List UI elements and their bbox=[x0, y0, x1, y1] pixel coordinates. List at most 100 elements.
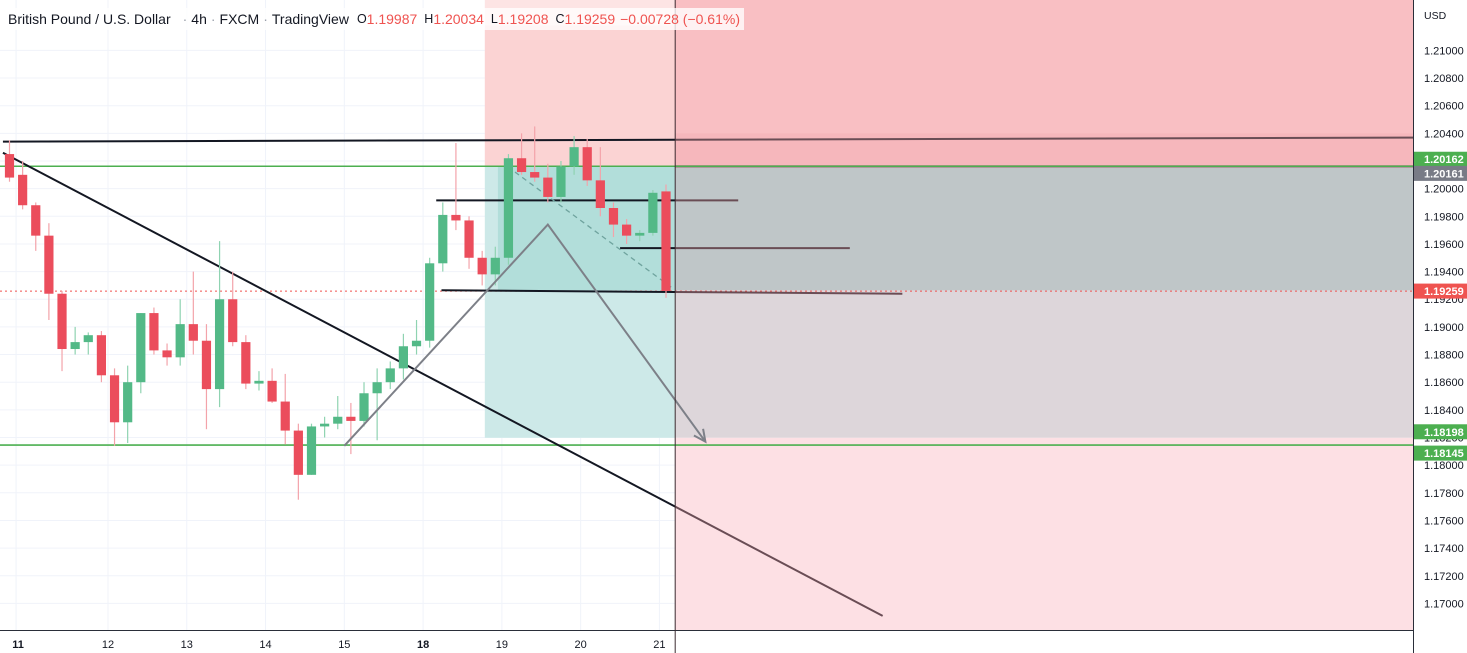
legend-change: −0.00728 (−0.61%) bbox=[620, 11, 740, 27]
candle-body bbox=[31, 205, 41, 236]
price-tick-label: 1.18400 bbox=[1424, 405, 1464, 417]
candle bbox=[31, 202, 41, 251]
price-tick-label: 1.19600 bbox=[1424, 239, 1464, 251]
candle bbox=[543, 163, 553, 203]
candle-body bbox=[123, 382, 133, 423]
candle bbox=[385, 361, 395, 390]
label-1-18198[interactable]: 1.18198 bbox=[1414, 424, 1467, 440]
candle-body bbox=[438, 214, 448, 264]
candle-body bbox=[503, 158, 514, 258]
price-tick-label: 1.17600 bbox=[1424, 515, 1464, 527]
time-tick-label: 21 bbox=[653, 639, 665, 651]
candle bbox=[595, 147, 605, 217]
drawings[interactable] bbox=[0, 136, 1454, 617]
candle-body bbox=[622, 224, 632, 236]
candle-body bbox=[293, 430, 303, 475]
candle-body bbox=[109, 375, 120, 423]
candle-body bbox=[569, 147, 579, 167]
legend-close-label: C bbox=[555, 12, 565, 26]
candle bbox=[4, 140, 15, 182]
price-tick-label: 1.17400 bbox=[1424, 543, 1464, 555]
time-axis[interactable]: 11 12 13 14 15 18 19 20 21 bbox=[0, 630, 1413, 653]
top-resistance-trendline[interactable] bbox=[2, 136, 1454, 143]
legend-high-value: 1.20034 bbox=[433, 11, 484, 27]
candle bbox=[241, 335, 251, 390]
candle-body bbox=[254, 380, 264, 384]
legend-low-label: L bbox=[490, 12, 498, 26]
time-tick-label: 11 bbox=[12, 639, 24, 651]
legend-exchange: FXCM bbox=[219, 11, 260, 27]
candle bbox=[293, 423, 303, 500]
label-1-20161[interactable]: 1.20161 bbox=[1414, 165, 1467, 181]
overlay-lines bbox=[343, 0, 707, 630]
price-tick-label: 1.20400 bbox=[1424, 128, 1464, 140]
candle-body bbox=[516, 158, 527, 173]
svg-text:1.20162: 1.20162 bbox=[1424, 154, 1464, 166]
candle-body bbox=[385, 368, 395, 383]
candle-body bbox=[18, 174, 28, 206]
time-tick-label: 19 bbox=[496, 639, 508, 651]
position-zones[interactable] bbox=[484, 0, 1413, 630]
candle bbox=[425, 257, 435, 348]
candle bbox=[83, 332, 93, 355]
candle bbox=[44, 223, 54, 320]
candle bbox=[477, 250, 487, 286]
descending-trendline[interactable] bbox=[2, 151, 884, 617]
candle-body bbox=[411, 340, 422, 347]
candle-body bbox=[490, 257, 500, 275]
projection-path[interactable] bbox=[343, 223, 707, 447]
candle bbox=[123, 365, 133, 444]
candle bbox=[320, 416, 330, 438]
svg-text:1.19259: 1.19259 bbox=[1424, 286, 1464, 298]
candle bbox=[96, 331, 107, 383]
candle bbox=[228, 271, 238, 347]
candle bbox=[411, 319, 422, 355]
candle-body bbox=[477, 257, 487, 275]
time-tick-label: 14 bbox=[259, 639, 271, 651]
candle bbox=[569, 136, 579, 175]
currency-label: USD bbox=[1424, 10, 1447, 22]
price-tick-label: 1.20600 bbox=[1424, 101, 1464, 113]
candle bbox=[136, 313, 146, 394]
candle bbox=[188, 271, 198, 355]
candle bbox=[530, 126, 540, 182]
price-tick-label: 1.19400 bbox=[1424, 267, 1464, 279]
label-1-20162[interactable]: 1.20162 bbox=[1414, 151, 1467, 167]
legend-high-label: H bbox=[424, 12, 434, 26]
candle-body bbox=[543, 177, 553, 197]
dashed-diagonal-line[interactable] bbox=[514, 171, 673, 289]
candle bbox=[635, 230, 645, 242]
candle-body bbox=[188, 324, 198, 341]
candle bbox=[464, 216, 474, 269]
time-tick-label: 20 bbox=[575, 639, 587, 651]
level-1-19265[interactable] bbox=[441, 289, 903, 295]
price-tick-label: 1.17200 bbox=[1424, 571, 1464, 583]
candle bbox=[70, 326, 80, 355]
label-1-19259[interactable]: 1.19259 bbox=[1414, 283, 1467, 299]
legend-close-value: 1.19259 bbox=[564, 11, 616, 27]
price-axis[interactable]: USD1.210001.208001.206001.204001.202001.… bbox=[1413, 0, 1467, 653]
candle-body bbox=[162, 350, 172, 358]
candle-body bbox=[96, 335, 107, 376]
stop-loss-zone[interactable] bbox=[484, 25, 676, 167]
time-tick-label: 15 bbox=[338, 639, 350, 651]
candle bbox=[149, 307, 159, 355]
label-1-18145[interactable]: 1.18145 bbox=[1414, 445, 1467, 461]
price-tick-label: 1.20800 bbox=[1424, 73, 1464, 85]
price-tick-label: 1.19000 bbox=[1424, 322, 1464, 334]
price-range-box[interactable] bbox=[497, 166, 676, 291]
candle-body bbox=[464, 220, 474, 258]
candle bbox=[346, 402, 356, 455]
candle-body bbox=[149, 313, 159, 351]
candle bbox=[214, 241, 225, 408]
candle bbox=[109, 368, 120, 446]
candle bbox=[267, 368, 277, 403]
candle-body bbox=[398, 346, 408, 369]
candle-body bbox=[70, 342, 80, 350]
candle bbox=[398, 333, 408, 380]
legend-symbol[interactable]: British Pound / U.S. Dollar bbox=[8, 11, 171, 27]
candle bbox=[438, 202, 448, 272]
candle-body bbox=[372, 382, 382, 394]
legend-interval[interactable]: 4h bbox=[191, 11, 207, 27]
